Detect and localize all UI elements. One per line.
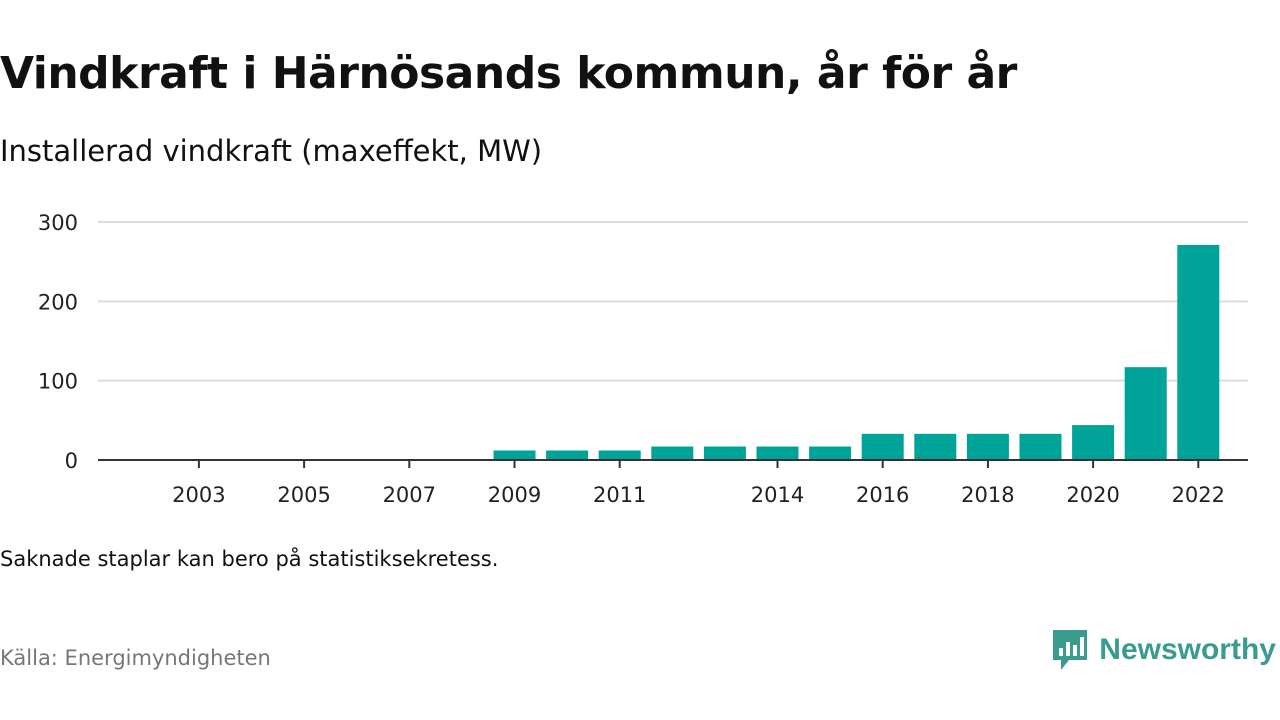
x-tick-label: 2020 — [1066, 483, 1119, 507]
bar-2018 — [966, 433, 1009, 460]
bar-chart: 2003 2005 2007 2009 2011 2014 2016 2018 2020 2022… — [38, 211, 1248, 507]
bar-2012 — [651, 446, 694, 460]
bar-2013 — [703, 446, 746, 460]
grid-lines — [98, 221, 1248, 382]
x-tick-label: 2022 — [1172, 483, 1225, 507]
brand-logo: Newsworthy — [1051, 628, 1276, 672]
bar-2016 — [861, 433, 904, 460]
bar-2020 — [1072, 425, 1115, 460]
bar-2014 — [756, 446, 799, 460]
x-tick-label: 2016 — [856, 483, 909, 507]
chart-note: Saknade staplar kan bero på statistiksek… — [0, 547, 499, 571]
newsworthy-logo-icon — [1053, 630, 1088, 670]
bar-2010 — [546, 450, 589, 460]
source-credit: Källa: Energimyndigheten — [0, 646, 271, 670]
x-tick-label: 2014 — [751, 483, 804, 507]
bar-2022 — [1177, 245, 1220, 460]
y-axis-labels: 0 100 200 300 — [38, 211, 78, 473]
x-tick-label: 2003 — [172, 483, 225, 507]
y-tick-label: 300 — [38, 211, 78, 235]
brand-name: Newsworthy — [1099, 633, 1276, 666]
x-tick-label: 2018 — [961, 483, 1014, 507]
x-tick-label: 2005 — [277, 483, 330, 507]
bar-2019 — [1019, 433, 1062, 460]
x-tick-label: 2011 — [593, 483, 646, 507]
chart-title: Vindkraft i Härnösands kommun, år för år — [0, 48, 1017, 99]
y-tick-label: 100 — [38, 370, 78, 394]
bar-2015 — [809, 446, 852, 460]
bars — [493, 245, 1220, 460]
bar-2009 — [493, 450, 536, 460]
bar-2011 — [598, 450, 641, 460]
bar-2017 — [914, 433, 957, 460]
chart-subtitle: Installerad vindkraft (maxeffekt, MW) — [0, 134, 543, 168]
x-tick-label: 2009 — [488, 483, 541, 507]
bar-2021 — [1124, 367, 1167, 460]
y-tick-label: 200 — [38, 290, 78, 314]
x-axis-ticks: 2003 2005 2007 2009 2011 2014 2016 2018 2020 2022 — [172, 460, 1225, 507]
x-tick-label: 2007 — [383, 483, 436, 507]
y-tick-label: 0 — [65, 449, 78, 473]
